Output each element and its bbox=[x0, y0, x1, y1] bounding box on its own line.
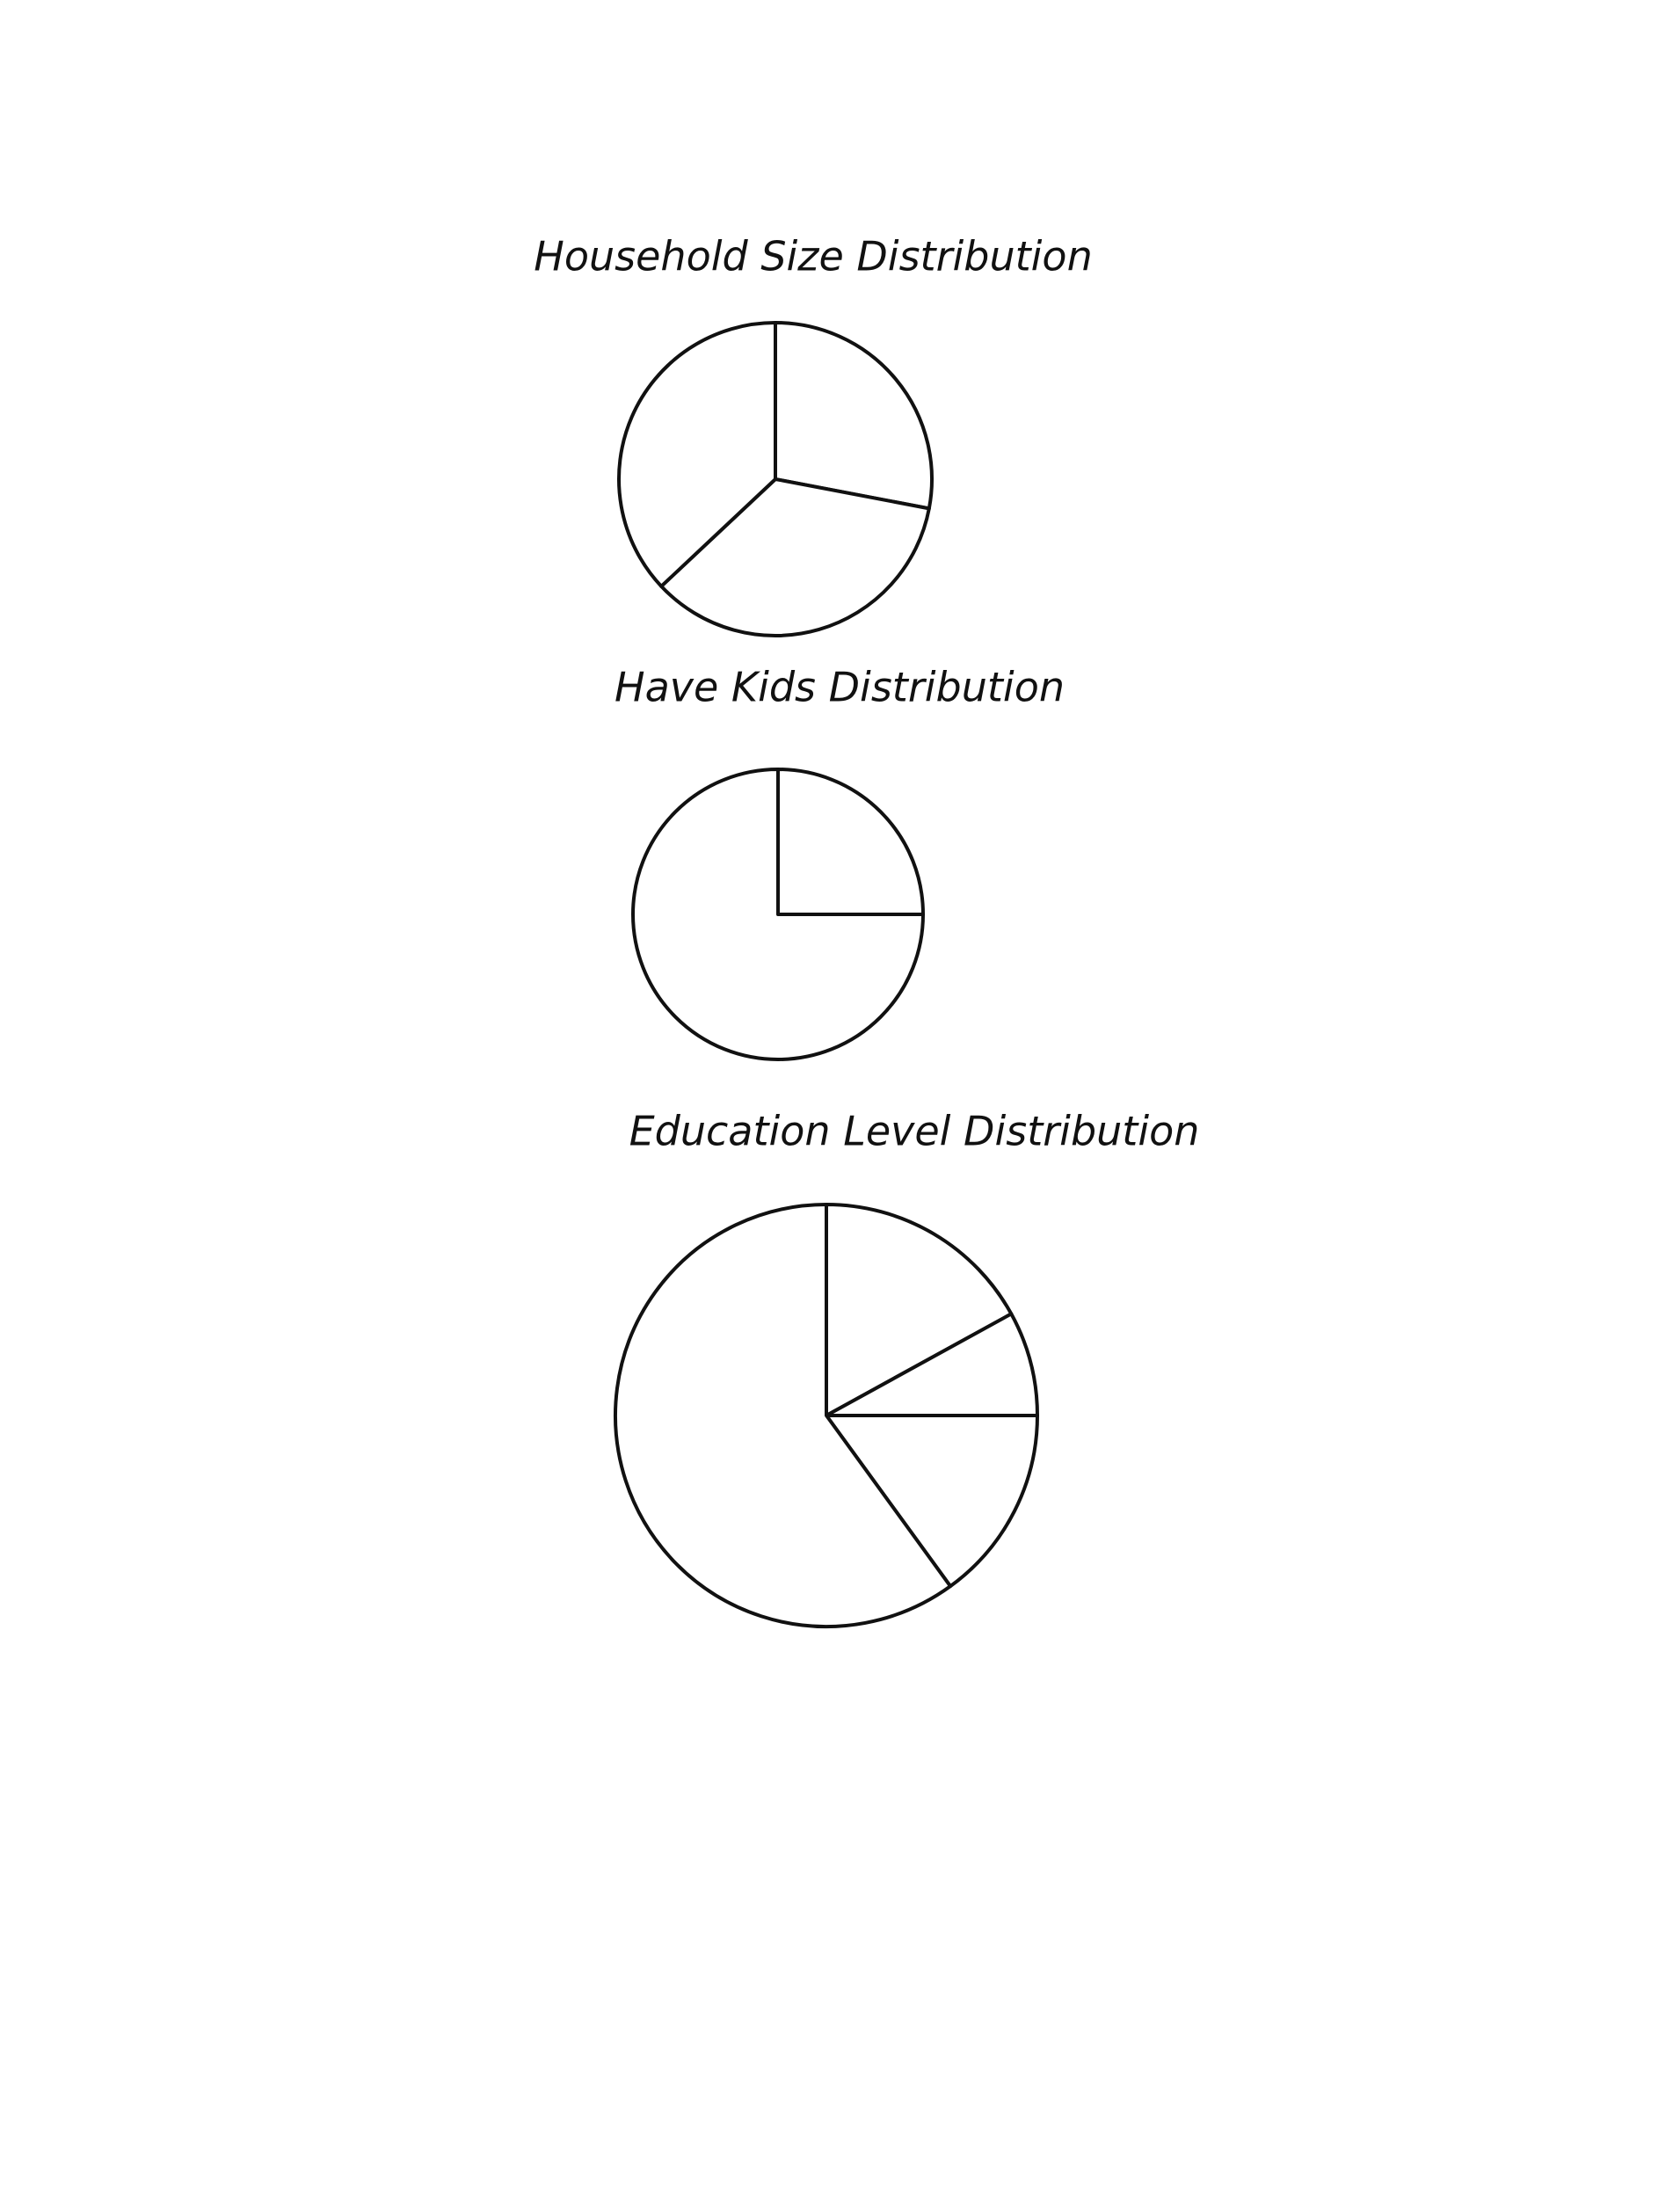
pie-slice bbox=[774, 321, 934, 511]
pie-slice bbox=[659, 477, 931, 637]
chart-title: Household Size Distribution bbox=[534, 233, 1092, 280]
pie-slice bbox=[617, 321, 777, 588]
pie-slice bbox=[631, 768, 925, 1061]
chart-title: Education Level Distribution bbox=[629, 1108, 1200, 1155]
pie-slice bbox=[776, 768, 925, 916]
pie-slice bbox=[825, 1312, 1039, 1417]
chart-title: Have Kids Distribution bbox=[615, 664, 1065, 711]
pie-slice bbox=[614, 1203, 953, 1628]
pie-slice bbox=[825, 1203, 1014, 1417]
pie-slice bbox=[825, 1414, 1039, 1589]
